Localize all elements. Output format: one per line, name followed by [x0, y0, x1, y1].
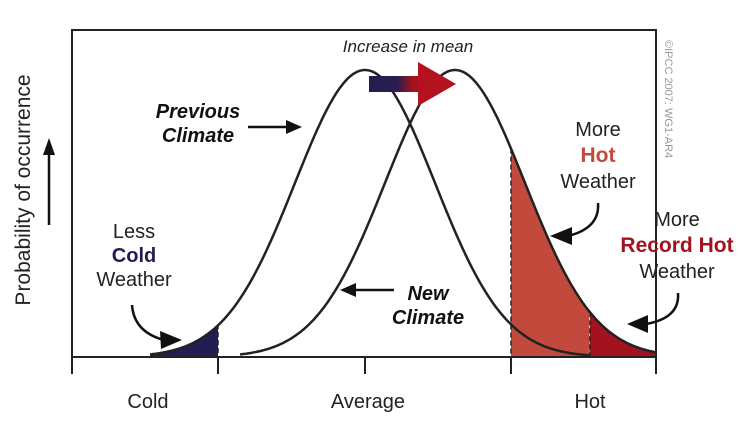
- more-hot-line3: Weather: [560, 171, 636, 193]
- record-hot-area: [590, 312, 656, 357]
- new-climate-label-line1: New: [407, 283, 450, 305]
- more-hot-area: [511, 148, 590, 357]
- plot-frame: [71, 29, 657, 357]
- more-record-hot-line1: More: [654, 209, 700, 231]
- left-arrow-icon: [340, 283, 394, 297]
- less-cold-line3: Weather: [96, 269, 172, 291]
- less-cold-line1: Less: [113, 221, 155, 243]
- new-climate-curve: [239, 68, 657, 356]
- new-climate-label-line2: Climate: [392, 307, 464, 329]
- y-axis-up-arrow-icon: [43, 138, 55, 225]
- more-hot-line1: More: [575, 119, 621, 141]
- previous-climate-curve: [149, 68, 591, 357]
- x-tick-hot: Hot: [574, 391, 606, 413]
- more-record-hot-line3: Weather: [639, 261, 715, 283]
- curved-arrow-icon: [550, 202, 600, 245]
- curved-arrow-icon: [130, 304, 182, 349]
- previous-climate-label-line1: Previous: [156, 101, 240, 123]
- more-record-hot-line2: Record Hot: [620, 234, 733, 257]
- less-cold-line2: Cold: [112, 245, 156, 267]
- threshold-lines: [217, 148, 591, 357]
- x-tick-average: Average: [331, 391, 405, 413]
- copyright-text: ©IPCC 2007: WG1-AR4: [662, 40, 674, 158]
- increase-in-mean-label: Increase in mean: [343, 37, 473, 56]
- x-tick-cold: Cold: [127, 391, 168, 413]
- previous-climate-label-line2: Climate: [162, 125, 234, 147]
- less-cold-area: [150, 325, 218, 357]
- y-axis-label: Probability of occurrence: [12, 74, 35, 305]
- x-axis-ticks: [71, 357, 657, 374]
- curved-arrow-icon: [627, 292, 680, 333]
- right-arrow-icon: [248, 120, 302, 134]
- more-hot-line2: Hot: [581, 144, 616, 167]
- increase-in-mean-arrow-icon: [369, 62, 456, 106]
